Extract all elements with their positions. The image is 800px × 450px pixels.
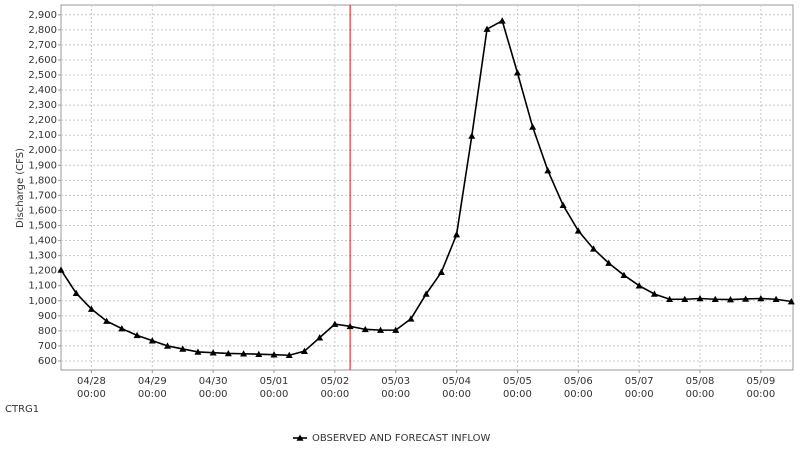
data-point <box>331 320 339 327</box>
data-point <box>787 298 795 305</box>
x-tick-label: 05/01 00:00 <box>259 376 289 400</box>
y-tick-label: 600 <box>38 356 57 367</box>
y-tick-label: 2,700 <box>28 40 57 51</box>
data-point <box>361 325 369 333</box>
y-tick-label: 1,200 <box>28 266 57 277</box>
data-point <box>407 315 415 322</box>
station-label: CTRG1 <box>5 404 39 415</box>
y-tick-label: 1,100 <box>28 281 57 292</box>
data-point <box>498 17 506 24</box>
data-point <box>757 295 765 302</box>
x-tick-label: 05/09 00:00 <box>746 376 776 400</box>
x-tick-label: 05/07 00:00 <box>624 376 654 400</box>
data-point <box>148 337 156 344</box>
y-tick-label: 2,400 <box>28 85 57 96</box>
data-point <box>103 317 111 324</box>
data-point <box>635 282 643 289</box>
y-tick-label: 2,200 <box>28 115 57 126</box>
y-axis-label: Discharge (CFS) <box>15 148 26 228</box>
y-tick-label: 1,000 <box>28 296 57 307</box>
data-point <box>437 268 445 275</box>
data-point <box>240 350 248 357</box>
y-tick-label: 2,000 <box>28 145 57 156</box>
data-point <box>772 295 780 303</box>
y-tick-label: 1,500 <box>28 221 57 232</box>
data-point <box>194 348 202 355</box>
data-point <box>666 295 674 303</box>
x-tick-label: 04/28 00:00 <box>77 376 106 400</box>
data-point <box>529 123 537 130</box>
y-tick-label: 1,900 <box>28 160 57 171</box>
data-point <box>453 231 461 238</box>
y-tick-label: 800 <box>38 326 57 337</box>
data-point <box>590 245 598 252</box>
data-point <box>392 326 400 333</box>
y-tick-label: 2,800 <box>28 25 57 36</box>
plot-area <box>60 4 794 371</box>
data-point <box>650 290 658 297</box>
data-point <box>696 295 704 302</box>
data-point <box>72 289 80 297</box>
x-tick-label: 05/06 00:00 <box>563 376 593 400</box>
data-point <box>300 347 308 354</box>
y-tick-label: 2,900 <box>28 10 57 21</box>
x-tick-label: 05/08 00:00 <box>685 376 715 400</box>
x-tick-label: 04/29 00:00 <box>137 376 167 400</box>
data-point <box>255 350 263 357</box>
data-point <box>681 295 689 303</box>
legend-label: OBSERVED AND FORECAST INFLOW <box>312 433 490 444</box>
data-point <box>422 290 430 297</box>
x-tick-label: 04/30 00:00 <box>198 376 228 400</box>
y-tick-label: 1,700 <box>28 190 57 201</box>
data-point <box>468 132 476 139</box>
data-point <box>483 25 491 32</box>
data-point <box>209 349 217 356</box>
data-point <box>87 305 95 312</box>
data-point <box>164 342 172 349</box>
data-point <box>224 349 232 357</box>
y-tick-label: 900 <box>38 311 57 322</box>
data-point <box>620 271 628 278</box>
y-tick-label: 1,800 <box>28 175 57 186</box>
data-point <box>559 201 567 208</box>
y-tick-label: 1,600 <box>28 205 57 216</box>
data-point <box>742 295 750 302</box>
data-point <box>133 331 141 339</box>
y-tick-label: 1,300 <box>28 251 57 262</box>
data-point <box>285 351 293 359</box>
data-point <box>118 325 126 332</box>
y-tick-label: 2,600 <box>28 55 57 66</box>
x-tick-label: 05/05 00:00 <box>503 376 532 400</box>
x-tick-label: 05/02 00:00 <box>320 376 350 400</box>
data-point <box>726 296 734 303</box>
data-point <box>179 345 187 352</box>
data-point <box>270 351 278 358</box>
y-tick-label: 2,100 <box>28 130 57 141</box>
data-point <box>513 69 521 76</box>
y-tick-label: 2,300 <box>28 100 57 111</box>
x-tick-label: 05/04 00:00 <box>442 376 471 400</box>
legend-marker <box>296 434 304 441</box>
data-point <box>574 227 582 234</box>
y-tick-label: 700 <box>38 341 57 352</box>
y-tick-label: 1,400 <box>28 236 57 247</box>
data-point <box>711 295 719 303</box>
x-tick-label: 05/03 00:00 <box>381 376 411 400</box>
data-point <box>544 167 552 174</box>
data-point <box>605 259 613 266</box>
y-tick-label: 2,500 <box>28 70 57 81</box>
data-point <box>57 266 65 273</box>
data-point <box>346 322 354 330</box>
data-point <box>316 334 324 341</box>
data-point <box>377 326 385 333</box>
